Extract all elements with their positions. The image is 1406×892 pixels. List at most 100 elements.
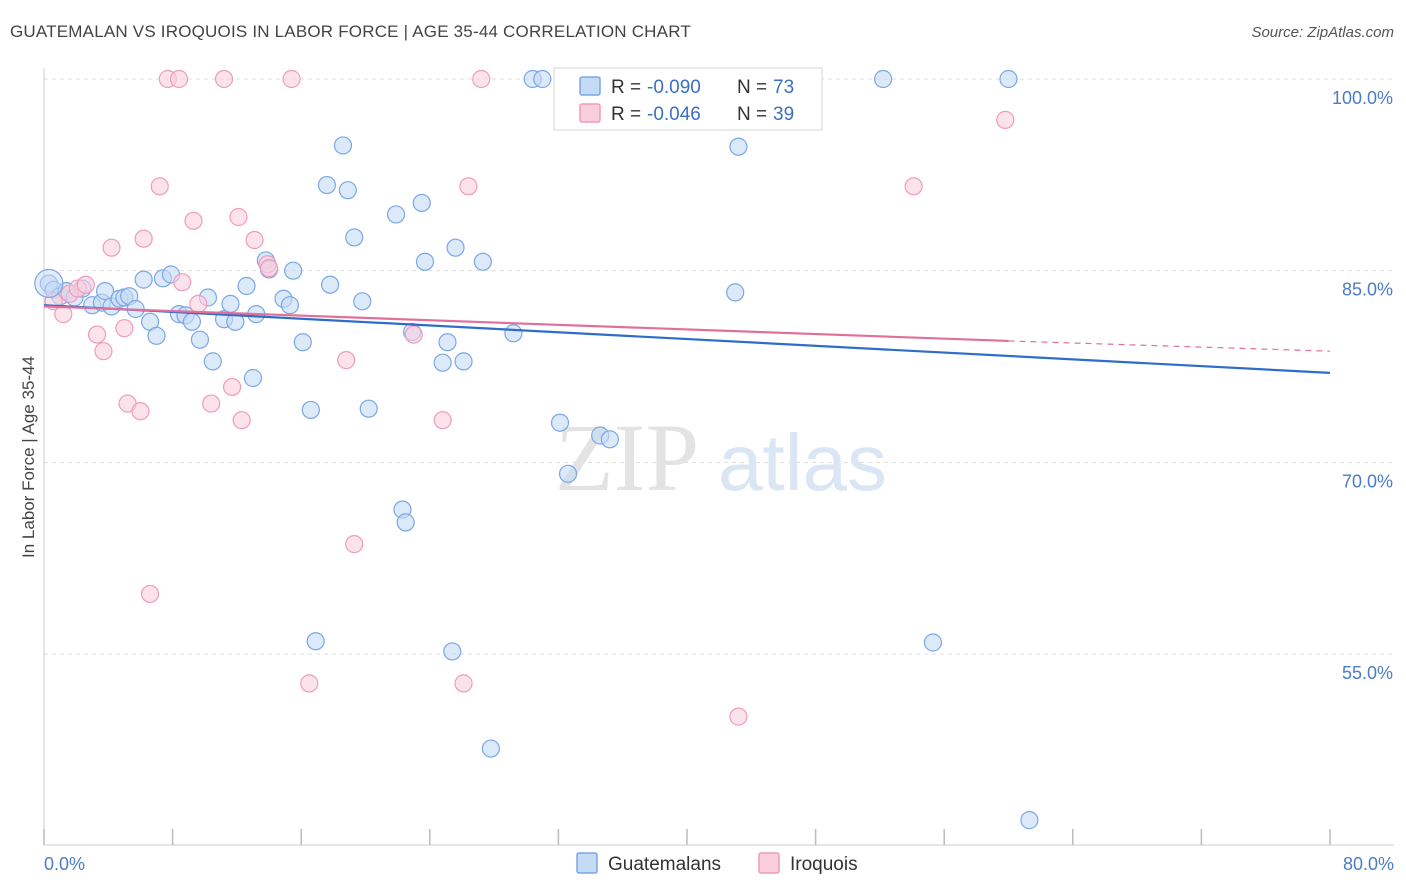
- y-axis-label: In Labor Force | Age 35-44: [19, 356, 38, 558]
- point-guatemalans: [454, 352, 473, 371]
- point-iroquois: [169, 69, 189, 89]
- chart-source: Source: ZipAtlas.com: [1251, 24, 1394, 41]
- point-guatemalans: [550, 413, 570, 432]
- point-iroquois: [996, 110, 1015, 129]
- point-guatemalans: [600, 430, 619, 449]
- point-guatemalans: [147, 326, 166, 345]
- point-iroquois: [222, 377, 242, 397]
- x-tick-marks: [43, 829, 1331, 845]
- watermark-zip: ZIP: [555, 404, 699, 511]
- point-guatemalans: [321, 275, 340, 294]
- point-iroquois: [345, 535, 364, 554]
- point-guatemalans: [182, 312, 201, 331]
- stats-n-label-guatemalans: N =: [737, 77, 767, 98]
- stats-n-value-iroquois: 39: [773, 104, 794, 125]
- point-iroquois: [433, 411, 452, 430]
- point-guatemalans: [729, 137, 748, 156]
- legend-label-iroquois: Iroquois: [790, 854, 858, 875]
- point-guatemalans: [333, 136, 353, 155]
- point-iroquois: [76, 275, 95, 294]
- y-tick-label: 85.0%: [1342, 280, 1393, 300]
- point-guatemalans: [243, 368, 263, 388]
- point-guatemalans: [306, 632, 325, 651]
- stats-n-value-guatemalans: 73: [773, 77, 794, 98]
- point-iroquois: [259, 259, 279, 278]
- point-iroquois: [87, 325, 107, 344]
- point-iroquois: [472, 69, 491, 89]
- point-guatemalans: [874, 69, 893, 89]
- point-iroquois: [184, 211, 203, 230]
- point-guatemalans: [443, 642, 462, 661]
- stats-r-label-guatemalans: R =: [611, 77, 641, 98]
- stats-swatch-iroquois: [579, 103, 601, 123]
- point-guatemalans: [726, 283, 745, 302]
- watermark-atlas: atlas: [718, 418, 887, 507]
- point-guatemalans: [293, 333, 312, 352]
- point-guatemalans: [433, 353, 452, 372]
- point-guatemalans: [338, 181, 357, 200]
- stats-n-label-iroquois: N =: [737, 104, 767, 125]
- stats-swatch-guatemalans: [579, 76, 601, 96]
- stats-r-value-iroquois: -0.046: [647, 104, 701, 125]
- point-guatemalans: [481, 739, 500, 758]
- data-points: [34, 69, 1039, 830]
- point-iroquois: [202, 394, 221, 413]
- point-iroquois: [134, 229, 153, 248]
- watermark: ZIP atlas: [555, 404, 887, 511]
- point-guatemalans: [446, 238, 465, 257]
- point-guatemalans: [504, 324, 523, 343]
- point-iroquois: [131, 402, 150, 421]
- point-iroquois: [189, 294, 208, 313]
- point-guatemalans: [473, 252, 492, 271]
- point-cluster-guatemalans: [34, 268, 64, 299]
- chart-title: GUATEMALAN VS IROQUOIS IN LABOR FORCE | …: [10, 22, 691, 41]
- point-iroquois: [459, 177, 478, 196]
- point-iroquois: [904, 177, 923, 196]
- point-guatemalans: [533, 69, 552, 89]
- point-iroquois: [454, 674, 473, 693]
- point-guatemalans: [396, 513, 415, 532]
- stats-r-value-guatemalans: -0.090: [647, 77, 701, 98]
- point-iroquois: [337, 351, 356, 370]
- point-iroquois: [115, 319, 134, 338]
- x-tick-label-min: 0.0%: [44, 854, 85, 874]
- point-guatemalans: [438, 333, 457, 352]
- stats-r-label-iroquois: R =: [611, 104, 641, 125]
- point-iroquois: [94, 342, 113, 361]
- point-guatemalans: [301, 400, 320, 420]
- point-guatemalans: [415, 252, 435, 271]
- stats-box: R = -0.090 N = 73 R = -0.046 N = 39: [553, 67, 823, 131]
- point-iroquois: [173, 273, 192, 292]
- point-guatemalans: [386, 205, 406, 224]
- point-guatemalans: [345, 228, 364, 247]
- x-tick-label-max: 80.0%: [1343, 854, 1394, 874]
- point-guatemalans: [284, 261, 303, 280]
- trend-line-guatemalans: [43, 304, 1331, 374]
- point-guatemalans: [1020, 811, 1039, 830]
- point-guatemalans: [190, 330, 210, 349]
- point-iroquois: [404, 325, 423, 344]
- point-iroquois: [229, 207, 248, 227]
- point-guatemalans: [359, 399, 378, 418]
- point-guatemalans: [221, 294, 240, 313]
- point-iroquois: [150, 177, 169, 196]
- y-tick-labels: 100.0% 85.0% 70.0% 55.0%: [1332, 88, 1393, 683]
- y-tick-label: 70.0%: [1342, 471, 1393, 491]
- y-tick-label: 100.0%: [1332, 88, 1393, 108]
- point-guatemalans: [237, 276, 256, 296]
- trend-lines: [43, 304, 1331, 374]
- point-iroquois: [300, 674, 319, 693]
- point-guatemalans: [353, 292, 372, 311]
- point-iroquois: [102, 238, 121, 257]
- point-guatemalans: [317, 175, 337, 195]
- legend: Guatemalans Iroquois: [576, 852, 858, 875]
- point-guatemalans: [134, 270, 153, 289]
- legend-swatch-guatemalans: [576, 852, 598, 874]
- point-iroquois: [245, 230, 264, 250]
- axes: [43, 68, 1394, 846]
- trend-line-iroquois: [43, 305, 1009, 343]
- point-guatemalans: [999, 69, 1018, 89]
- legend-label-guatemalans: Guatemalans: [608, 854, 721, 875]
- trend-line-extension-iroquois: [1008, 340, 1331, 352]
